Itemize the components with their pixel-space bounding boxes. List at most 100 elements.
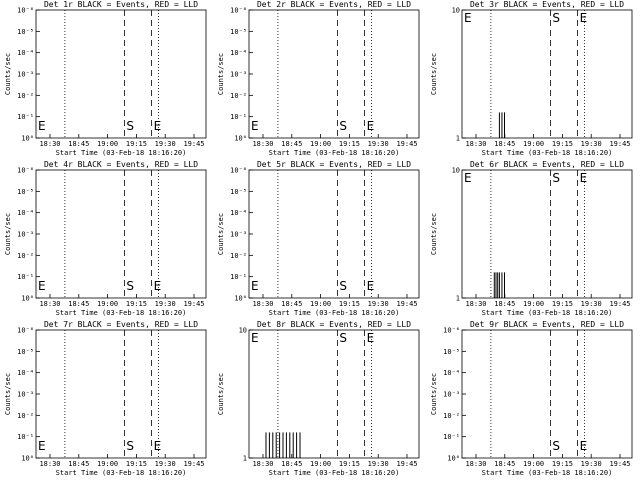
marker-label: S bbox=[126, 439, 134, 453]
x-tick-label: 19:45 bbox=[183, 140, 204, 148]
plot-frame bbox=[35, 169, 207, 299]
y-tick-label: 10⁻¹ bbox=[230, 113, 247, 121]
marker-label: E bbox=[367, 119, 375, 133]
y-tick-label: 1 bbox=[456, 295, 460, 303]
y-tick-label: 10⁻⁴ bbox=[230, 49, 247, 57]
plot-frame bbox=[35, 9, 207, 139]
marker-label: E bbox=[580, 11, 588, 25]
y-axis-label: Counts/sec bbox=[4, 213, 12, 255]
marker-label: E bbox=[580, 171, 588, 185]
y-tick-label: 10⁻⁵ bbox=[17, 188, 34, 196]
y-tick-label: 10⁻¹ bbox=[17, 273, 34, 281]
detector-panel-5: Det 5r BLACK = Events, RED = LLD 10⁰ 10⁻¹ 1… bbox=[217, 160, 420, 317]
y-axis-label: Counts/sec bbox=[430, 213, 438, 255]
y-tick-label: 10⁻³ bbox=[230, 231, 247, 239]
y-tick-label: 10⁻¹ bbox=[443, 433, 460, 441]
marker-label: S bbox=[339, 119, 347, 133]
plot-frame bbox=[248, 169, 420, 299]
y-tick-label: 10⁻³ bbox=[17, 391, 34, 399]
x-tick-label: 19:30 bbox=[155, 460, 176, 468]
x-axis-label: Start Time (03-Feb-18 18:16:20) bbox=[482, 309, 613, 317]
marker-label: S bbox=[126, 279, 134, 293]
y-tick-label: 10 bbox=[452, 167, 460, 175]
y-tick-label: 10⁻¹ bbox=[230, 273, 247, 281]
marker-label: E bbox=[464, 11, 472, 25]
x-tick-label: 18:45 bbox=[494, 140, 515, 148]
x-axis-label: Start Time (03-Feb-18 18:16:20) bbox=[482, 149, 613, 157]
y-axis-label: Counts/sec bbox=[4, 53, 12, 95]
y-tick-label: 10 bbox=[239, 327, 247, 335]
y-tick-label: 10⁻² bbox=[17, 252, 34, 260]
x-tick-label: 18:30 bbox=[39, 300, 60, 308]
y-axis-label: Counts/sec bbox=[217, 213, 225, 255]
x-tick-label: 19:15 bbox=[339, 300, 360, 308]
x-tick-label: 18:45 bbox=[281, 300, 302, 308]
marker-label: E bbox=[251, 279, 259, 293]
x-tick-label: 19:45 bbox=[396, 140, 417, 148]
x-tick-label: 19:45 bbox=[396, 460, 417, 468]
x-tick-label: 18:45 bbox=[68, 300, 89, 308]
y-tick-label: 1 bbox=[243, 455, 247, 463]
y-tick-label: 10⁻⁴ bbox=[17, 209, 34, 217]
detector-panel-6: Det 6r BLACK = Events, RED = LLD 1 10 Count… bbox=[430, 160, 633, 317]
x-tick-label: 19:00 bbox=[523, 140, 544, 148]
x-tick-label: 18:30 bbox=[465, 460, 486, 468]
y-tick-label: 10 bbox=[452, 7, 460, 15]
y-tick-label: 10⁻⁶ bbox=[17, 167, 34, 175]
x-tick-label: 19:00 bbox=[310, 460, 331, 468]
marker-label: E bbox=[251, 119, 259, 133]
marker-label: S bbox=[339, 331, 347, 345]
x-tick-label: 18:45 bbox=[68, 140, 89, 148]
detector-panel-2: Det 2r BLACK = Events, RED = LLD 10⁰ 10⁻¹ 1… bbox=[217, 0, 420, 157]
detector-panel-1: Det 1r BLACK = Events, RED = LLD 10⁰ 10⁻¹ 1… bbox=[4, 0, 207, 157]
detector-panel-7: Det 7r BLACK = Events, RED = LLD 10⁰ 10⁻¹ 1… bbox=[4, 320, 207, 477]
plot-frame bbox=[461, 169, 633, 299]
y-tick-label: 10⁰ bbox=[21, 135, 34, 143]
plot-frame bbox=[461, 9, 633, 139]
x-axis-label: Start Time (03-Feb-18 18:16:20) bbox=[269, 309, 400, 317]
x-tick-label: 19:00 bbox=[97, 460, 118, 468]
x-tick-label: 18:30 bbox=[465, 140, 486, 148]
panel-title: Det 8r BLACK = Events, RED = LLD bbox=[257, 320, 411, 329]
plot-frame bbox=[35, 329, 207, 459]
panel-title: Det 7r BLACK = Events, RED = LLD bbox=[44, 320, 198, 329]
y-tick-label: 10⁻⁶ bbox=[17, 7, 34, 15]
y-tick-label: 10⁰ bbox=[234, 295, 247, 303]
x-axis-label: Start Time (03-Feb-18 18:16:20) bbox=[269, 149, 400, 157]
y-tick-label: 10⁻² bbox=[230, 252, 247, 260]
panel-title: Det 9r BLACK = Events, RED = LLD bbox=[470, 320, 624, 329]
marker-label: S bbox=[552, 439, 560, 453]
y-tick-label: 10⁻⁵ bbox=[443, 348, 460, 356]
x-tick-label: 19:30 bbox=[581, 460, 602, 468]
marker-label: E bbox=[38, 439, 46, 453]
x-tick-label: 19:30 bbox=[581, 300, 602, 308]
panel-title: Det 2r BLACK = Events, RED = LLD bbox=[257, 0, 411, 9]
x-tick-label: 18:30 bbox=[252, 300, 273, 308]
y-tick-label: 10⁻⁴ bbox=[443, 369, 460, 377]
y-tick-label: 10⁻⁶ bbox=[443, 327, 460, 335]
marker-label: E bbox=[38, 279, 46, 293]
x-tick-label: 19:45 bbox=[609, 300, 630, 308]
x-axis-label: Start Time (03-Feb-18 18:16:20) bbox=[482, 469, 613, 477]
y-tick-label: 1 bbox=[456, 135, 460, 143]
y-tick-label: 10⁻³ bbox=[17, 231, 34, 239]
marker-label: E bbox=[251, 331, 259, 345]
x-tick-label: 19:15 bbox=[552, 300, 573, 308]
y-axis-label: Counts/sec bbox=[430, 53, 438, 95]
x-tick-label: 19:15 bbox=[339, 460, 360, 468]
marker-label: S bbox=[552, 11, 560, 25]
y-tick-label: 10⁻⁶ bbox=[230, 7, 247, 15]
x-tick-label: 19:45 bbox=[183, 460, 204, 468]
x-tick-label: 19:30 bbox=[155, 300, 176, 308]
x-tick-label: 19:30 bbox=[368, 300, 389, 308]
x-axis-label: Start Time (03-Feb-18 18:16:20) bbox=[269, 469, 400, 477]
panel-title: Det 4r BLACK = Events, RED = LLD bbox=[44, 160, 198, 169]
detector-panel-4: Det 4r BLACK = Events, RED = LLD 10⁰ 10⁻¹ 1… bbox=[4, 160, 207, 317]
x-tick-label: 18:30 bbox=[39, 460, 60, 468]
x-tick-label: 19:30 bbox=[155, 140, 176, 148]
x-tick-label: 19:45 bbox=[396, 300, 417, 308]
x-tick-label: 18:30 bbox=[252, 140, 273, 148]
y-tick-label: 10⁻⁵ bbox=[17, 348, 34, 356]
x-tick-label: 18:45 bbox=[494, 460, 515, 468]
